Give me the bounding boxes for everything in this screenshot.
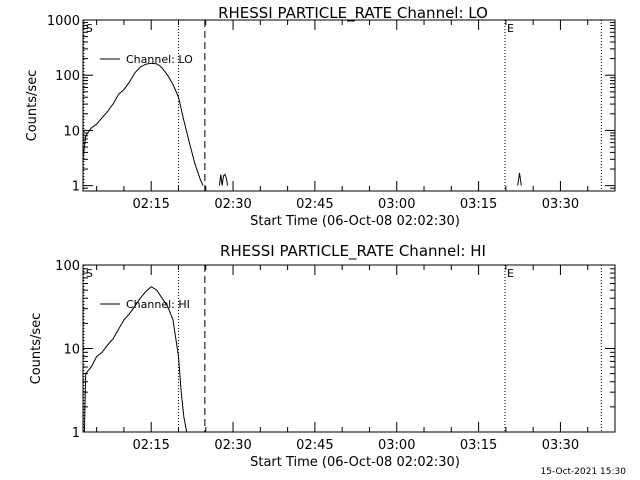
y-tick-label: 1 (72, 426, 80, 441)
x-tick-label: 03:30 (542, 438, 579, 453)
marker-label: E (507, 22, 514, 35)
y-axis-label: Counts/sec (25, 70, 40, 142)
y-tick-label: 10 (63, 124, 80, 139)
footer-timestamp: 15-Oct-2021 15:30 (541, 467, 627, 477)
series-trace (218, 173, 229, 186)
x-tick-label: 03:30 (542, 197, 579, 212)
x-axis-label: Start Time (06-Oct-08 02:02:30) (250, 455, 460, 470)
y-tick-label: 100 (55, 259, 80, 274)
x-axis-label: Start Time (06-Oct-08 02:02:30) (250, 214, 460, 229)
y-tick-label: 100 (55, 69, 80, 84)
marker-label: S (86, 267, 93, 280)
y-tick-label: 10 (63, 343, 80, 358)
y-axis-label: Counts/sec (29, 313, 44, 385)
panel-hi: RHESSI PARTICLE_RATE Channel: HI 1 10 100 02… (29, 242, 616, 470)
marker-label: S (86, 22, 93, 35)
x-tick-label: 03:00 (378, 438, 415, 453)
plot-frame (82, 264, 616, 433)
x-tick-label: 03:00 (378, 197, 415, 212)
x-tick-label: 02:45 (296, 197, 333, 212)
legend-label: Channel: HI (126, 298, 190, 311)
x-tick-label: 03:15 (460, 438, 497, 453)
chart-title: RHESSI PARTICLE_RATE Channel: HI (220, 242, 486, 261)
plot-frame (82, 19, 616, 192)
x-tick-label: 03:15 (460, 197, 497, 212)
y-tick-label: 1000 (47, 14, 80, 29)
series-trace (517, 172, 522, 186)
x-tick-label: 02:45 (296, 438, 333, 453)
x-tick-label: 02:15 (132, 197, 169, 212)
series-trace (82, 62, 204, 186)
x-tick-label: 02:30 (214, 197, 251, 212)
y-tick-label: 1 (72, 180, 80, 195)
chart-title: RHESSI PARTICLE_RATE Channel: LO (218, 4, 488, 23)
x-tick-label: 02:15 (132, 438, 169, 453)
panel-lo: RHESSI PARTICLE_RATE Channel: LO 1 10 100 10… (25, 4, 616, 229)
series-trace (83, 286, 188, 433)
legend-label: Channel: LO (126, 53, 193, 66)
marker-label: E (507, 267, 514, 280)
x-tick-label: 02:30 (214, 438, 251, 453)
